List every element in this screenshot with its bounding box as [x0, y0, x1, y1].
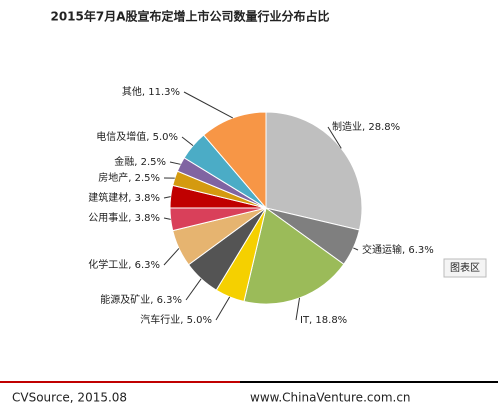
leader-line [353, 248, 358, 250]
slice-label: 其他, 11.3% [122, 85, 180, 98]
slice-label: 电信及增值, 5.0% [96, 130, 178, 143]
footer-site: www.ChinaVenture.com.cn [250, 391, 411, 405]
slice-label: 制造业, 28.8% [332, 120, 400, 133]
leader-line [216, 297, 230, 320]
leader-line [164, 197, 171, 198]
leader-line [296, 298, 300, 320]
chart-title: 2015年7月A股宣布定增上市公司数量行业分布占比 [50, 9, 329, 24]
slice-label: 建筑建材, 3.8% [88, 191, 160, 204]
slice-label: 化学工业, 6.3% [88, 258, 160, 271]
slice-label: 交通运输, 6.3% [362, 243, 434, 256]
leader-line [164, 248, 179, 265]
leader-line [170, 162, 181, 164]
slice-label: 公用事业, 3.8% [88, 211, 160, 224]
chart-area-button-label[interactable]: 图表区 [450, 261, 480, 274]
leader-line [186, 279, 201, 300]
leader-line [184, 92, 233, 118]
slice-label: 能源及矿业, 6.3% [100, 293, 182, 306]
footer-source: CVSource, 2015.08 [12, 391, 127, 405]
slice-label: 汽车行业, 5.0% [140, 313, 212, 326]
leader-line [164, 218, 171, 219]
leader-line [182, 137, 193, 146]
slice-label: 金融, 2.5% [114, 155, 166, 168]
slice-label: IT, 18.8% [300, 315, 347, 326]
slice-label: 房地产, 2.5% [98, 171, 160, 184]
